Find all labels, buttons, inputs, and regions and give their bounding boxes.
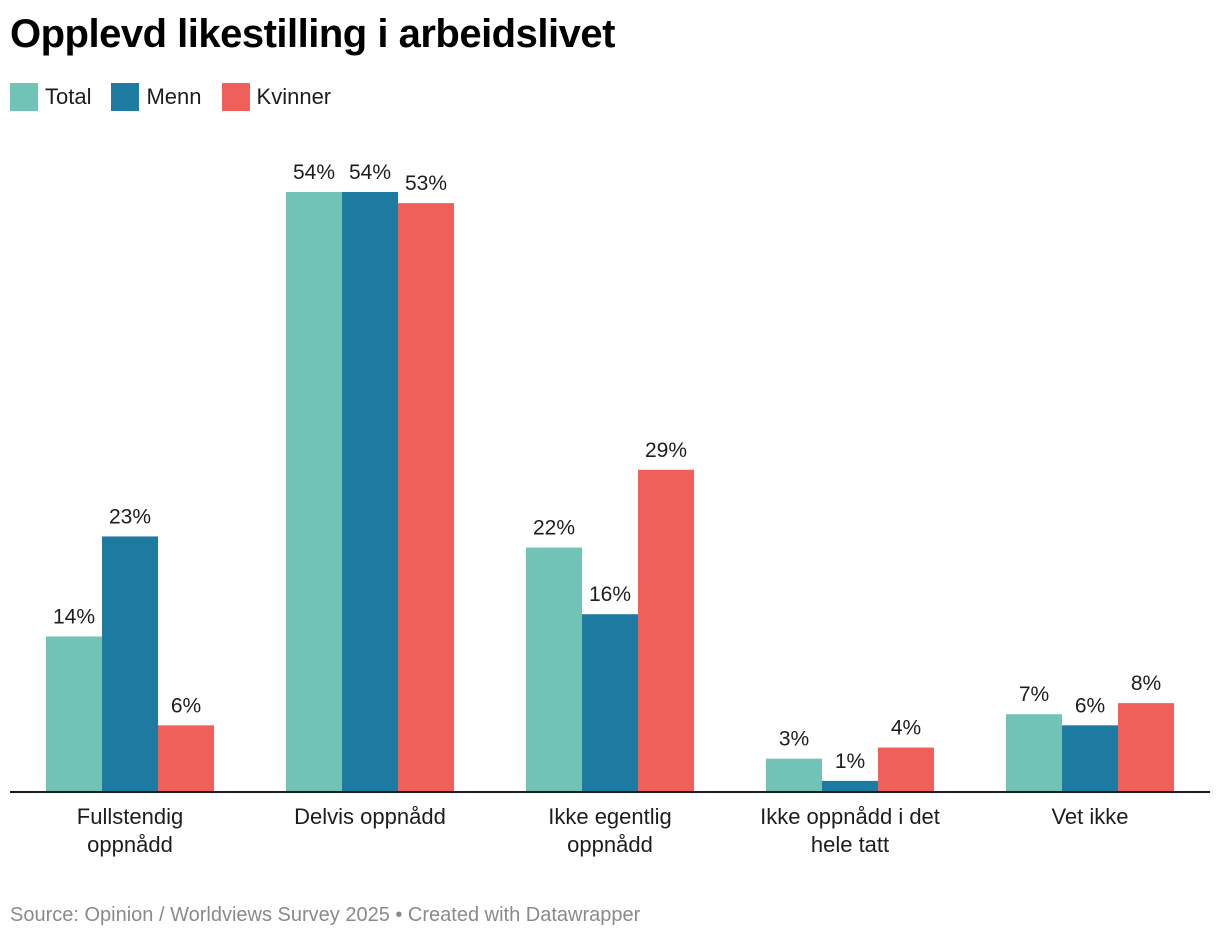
bar-total-5 (1006, 714, 1062, 792)
bar-menn-3 (582, 614, 638, 792)
legend-item-total: Total (10, 83, 91, 111)
data-label-total-5: 7% (1019, 683, 1049, 706)
legend-label-total: Total (45, 84, 92, 109)
data-label-menn-2: 54% (349, 161, 391, 184)
legend-swatch-menn (111, 83, 140, 111)
chart-title: Opplevd likestilling i arbeidslivet (10, 12, 615, 56)
category-label-line: Ikke egentlig (548, 804, 672, 829)
bar-kvinner-4 (878, 747, 934, 792)
bar-kvinner-3 (638, 469, 694, 792)
bar-total-3 (526, 547, 582, 792)
category-label-line: Delvis oppnådd (294, 804, 446, 829)
bar-kvinner-1 (158, 725, 214, 792)
bar-total-1 (46, 636, 102, 792)
data-label-menn-4: 1% (835, 750, 865, 773)
data-label-menn-5: 6% (1075, 694, 1105, 717)
legend-item-kvinner: Kvinner (221, 83, 332, 111)
data-label-kvinner-4: 4% (891, 717, 921, 740)
legend-swatch-total (10, 83, 38, 111)
category-label-3: Ikke egentlig oppnådd (548, 804, 672, 857)
category-label-2: Delvis oppnådd (294, 804, 446, 829)
data-label-kvinner-5: 8% (1131, 672, 1161, 695)
bar-menn-5 (1062, 725, 1118, 792)
category-label-5: Vet ikke (1051, 804, 1128, 829)
bar-total-4 (766, 758, 822, 792)
data-label-total-2: 54% (293, 161, 335, 184)
legend-swatch-kvinner (221, 83, 250, 111)
data-label-menn-1: 23% (109, 505, 151, 528)
category-label-line: oppnådd (567, 832, 653, 857)
bar-chart: 14% 23% 6% Fullstendig oppnådd 54% 54% 53% Delvi… (10, 161, 1210, 857)
legend-label-kvinner: Kvinner (256, 84, 332, 109)
legend-label-menn: Menn (146, 84, 202, 109)
category-label-line: Vet ikke (1051, 804, 1128, 829)
data-label-total-1: 14% (53, 605, 95, 628)
category-label-line: Fullstendig (77, 804, 183, 829)
category-label-4: Ikke oppnådd i det hele tatt (760, 804, 940, 857)
data-label-total-4: 3% (779, 728, 809, 751)
legend: Total Menn Kvinner (10, 83, 331, 111)
data-label-kvinner-1: 6% (171, 694, 201, 717)
legend-item-menn: Menn (111, 83, 202, 111)
data-label-kvinner-3: 29% (645, 439, 687, 462)
bar-menn-4 (822, 780, 878, 792)
category-label-line: Ikke oppnådd i det (760, 804, 940, 829)
source-note: Source: Opinion / Worldviews Survey 2025… (10, 904, 641, 926)
bar-kvinner-5 (1118, 703, 1174, 792)
category-label-line: hele tatt (811, 832, 889, 857)
bar-menn-1 (102, 536, 158, 792)
bar-total-2 (286, 192, 342, 792)
data-label-menn-3: 16% (589, 583, 631, 606)
bar-kvinner-2 (398, 203, 454, 793)
category-label-1: Fullstendig oppnådd (77, 804, 183, 857)
bar-menn-2 (342, 192, 398, 792)
category-label-line: oppnådd (87, 832, 173, 857)
data-label-kvinner-2: 53% (405, 172, 447, 195)
data-label-total-3: 22% (533, 517, 575, 540)
